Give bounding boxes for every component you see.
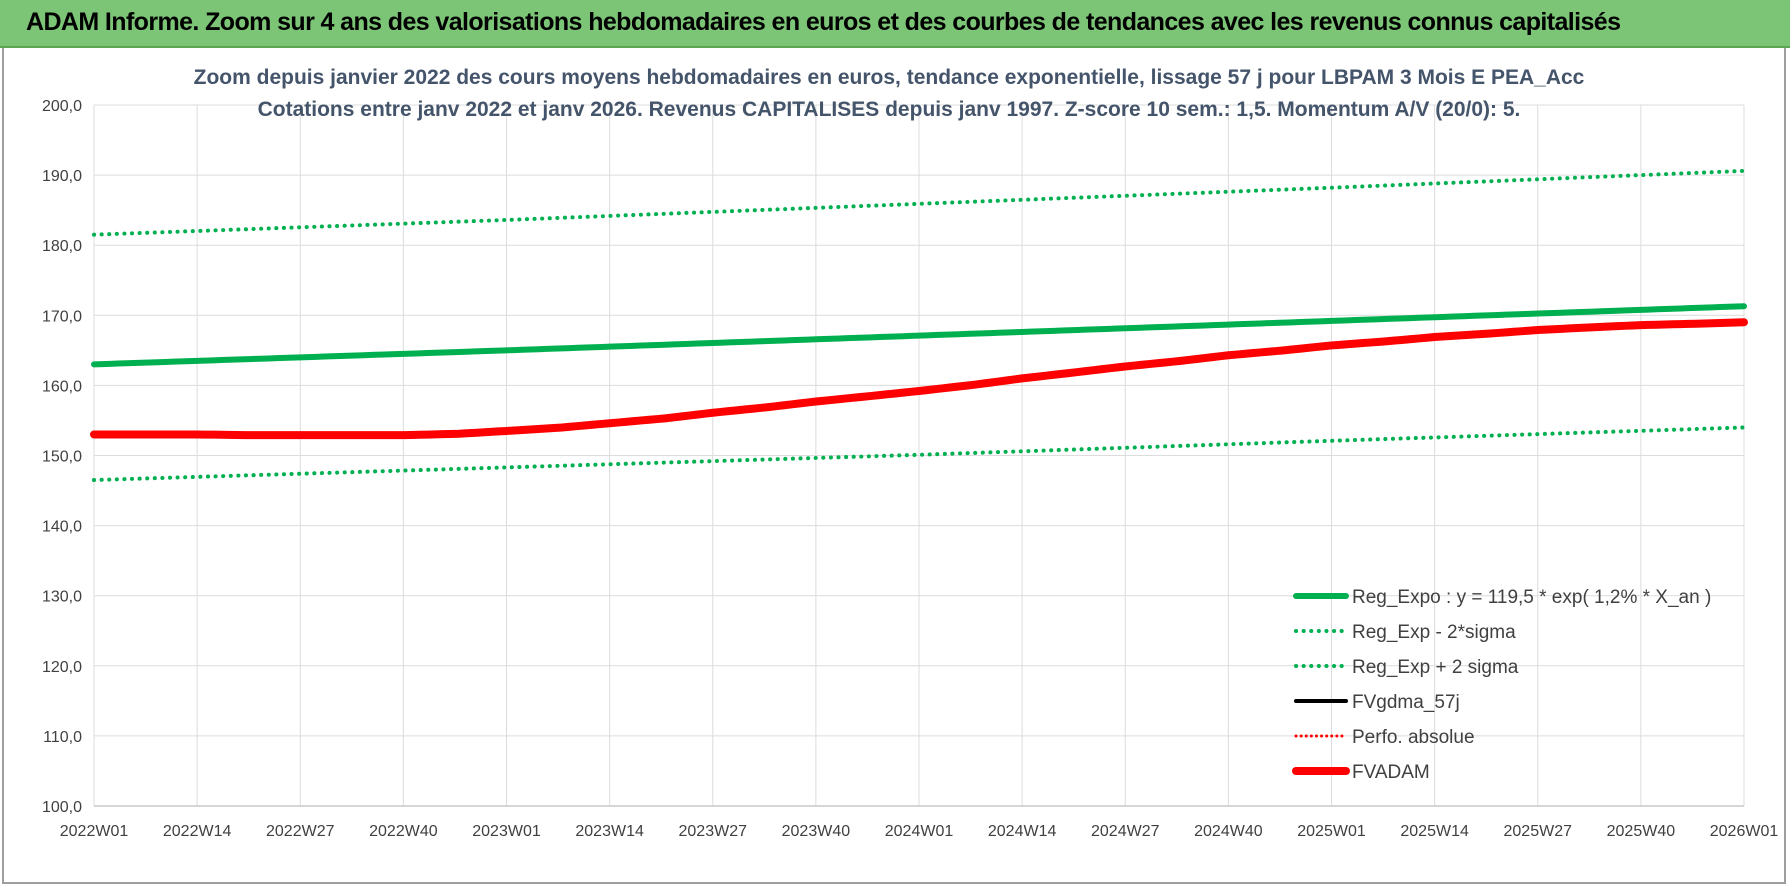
x-tick-label: 2024W40: [1194, 823, 1263, 840]
series-line-5: [90, 318, 1748, 440]
x-tick-label: 2023W40: [782, 823, 851, 840]
y-tick-label: 190,0: [42, 168, 82, 185]
legend-label: Reg_Exp + 2 sigma: [1352, 657, 1519, 678]
y-tick-label: 180,0: [42, 238, 82, 255]
series-line-0: [91, 303, 1747, 368]
x-tick-label: 2022W40: [369, 823, 438, 840]
y-tick-label: 200,0: [42, 98, 82, 115]
x-tick-label: 2024W01: [885, 823, 954, 840]
legend: Reg_Expo : y = 119,5 * exp( 1,2% * X_an …: [1292, 587, 1711, 783]
x-tick-label: 2022W27: [266, 823, 335, 840]
x-tick-label: 2023W01: [472, 823, 541, 840]
y-tick-label: 110,0: [43, 729, 82, 746]
y-tick-label: 120,0: [42, 659, 82, 676]
line-chart: 100,0 110,0 120,0 130,0 140,0 150,0 160,0 170,0…: [42, 66, 1778, 840]
legend-label: Perfo. absolue: [1352, 727, 1475, 748]
y-tick-label: 140,0: [42, 519, 82, 536]
chart-title: Zoom depuis janvier 2022 des cours moyen…: [194, 66, 1585, 121]
series-line-2: [92, 168, 1746, 237]
header-banner: ADAM Informe. Zoom sur 4 ans des valoris…: [0, 0, 1790, 48]
y-tick-label: 170,0: [42, 308, 82, 325]
chart-title-line-1: Zoom depuis janvier 2022 des cours moyen…: [194, 66, 1585, 89]
series-line-1: [92, 425, 1746, 483]
x-tick-label: 2025W27: [1504, 823, 1573, 840]
legend-label: Reg_Expo : y = 119,5 * exp( 1,2% * X_an …: [1352, 587, 1711, 608]
chart-frame: 100,0 110,0 120,0 130,0 140,0 150,0 160,0 170,0…: [2, 48, 1786, 884]
x-tick-label: 2025W01: [1297, 823, 1366, 840]
x-tick-label: 2024W27: [1091, 823, 1160, 840]
x-tick-label: 2025W14: [1400, 823, 1469, 840]
legend-label: FVgdma_57j: [1352, 692, 1460, 713]
x-tick-label: 2023W14: [575, 823, 644, 840]
x-tick-label: 2022W01: [60, 823, 129, 840]
y-tick-label: 150,0: [42, 449, 82, 466]
legend-label: FVADAM: [1352, 762, 1430, 783]
chart-title-line-2: Cotations entre janv 2022 et janv 2026. …: [258, 98, 1521, 121]
axis-labels: 100,0 110,0 120,0 130,0 140,0 150,0 160,0 170,0…: [42, 98, 1778, 840]
y-tick-label: 130,0: [42, 589, 82, 606]
grid: [93, 104, 1745, 807]
y-tick-label: 160,0: [42, 378, 82, 395]
x-tick-label: 2022W14: [163, 823, 232, 840]
legend-label: Reg_Exp - 2*sigma: [1352, 622, 1516, 643]
x-tick-label: 2025W40: [1607, 823, 1676, 840]
y-tick-label: 100,0: [42, 799, 82, 816]
series: [90, 168, 1748, 483]
banner-title: ADAM Informe. Zoom sur 4 ans des valoris…: [26, 8, 1621, 36]
x-tick-label: 2026W01: [1710, 823, 1779, 840]
x-tick-label: 2024W14: [988, 823, 1057, 840]
x-tick-label: 2023W27: [679, 823, 748, 840]
